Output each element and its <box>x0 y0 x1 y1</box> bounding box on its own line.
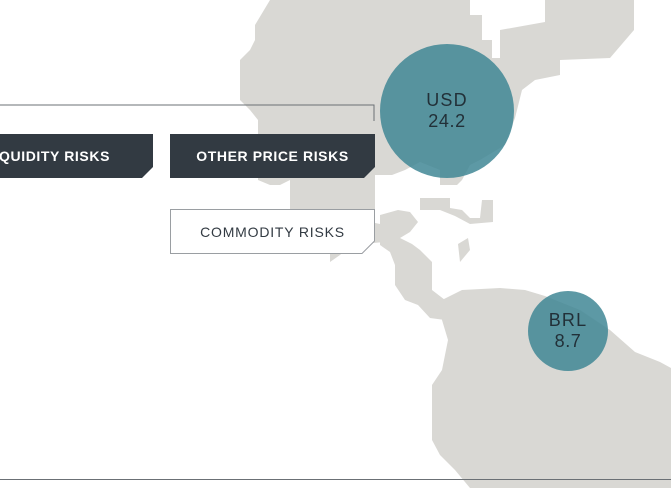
currency-code: BRL <box>548 310 588 330</box>
currency-bubble-usd[interactable]: USD 24.2 <box>380 44 514 178</box>
currency-value: 24.2 <box>428 111 466 131</box>
currency-bubble-brl[interactable]: BRL 8.7 <box>528 291 608 371</box>
tab-commodity-risks[interactable]: COMMODITY RISKS <box>170 209 375 254</box>
tab-other-price-risks[interactable]: OTHER PRICE RISKS <box>170 134 375 178</box>
central-america-landmass <box>380 210 445 320</box>
commodity-tab-outline <box>170 209 375 254</box>
tab-commodity-risks-label: COMMODITY RISKS <box>200 223 345 240</box>
tab-other-price-risks-label: OTHER PRICE RISKS <box>196 148 349 164</box>
caribbean-island-small <box>458 238 470 262</box>
connector-line <box>0 104 375 121</box>
tab-liquidity-risks-label: QUIDITY RISKS <box>0 148 111 164</box>
south-america-landmass <box>432 288 671 488</box>
currency-code: USD <box>426 90 468 110</box>
currency-value: 8.7 <box>554 331 582 351</box>
caribbean-islands <box>420 198 493 224</box>
tab-liquidity-risks[interactable]: QUIDITY RISKS <box>0 134 153 178</box>
